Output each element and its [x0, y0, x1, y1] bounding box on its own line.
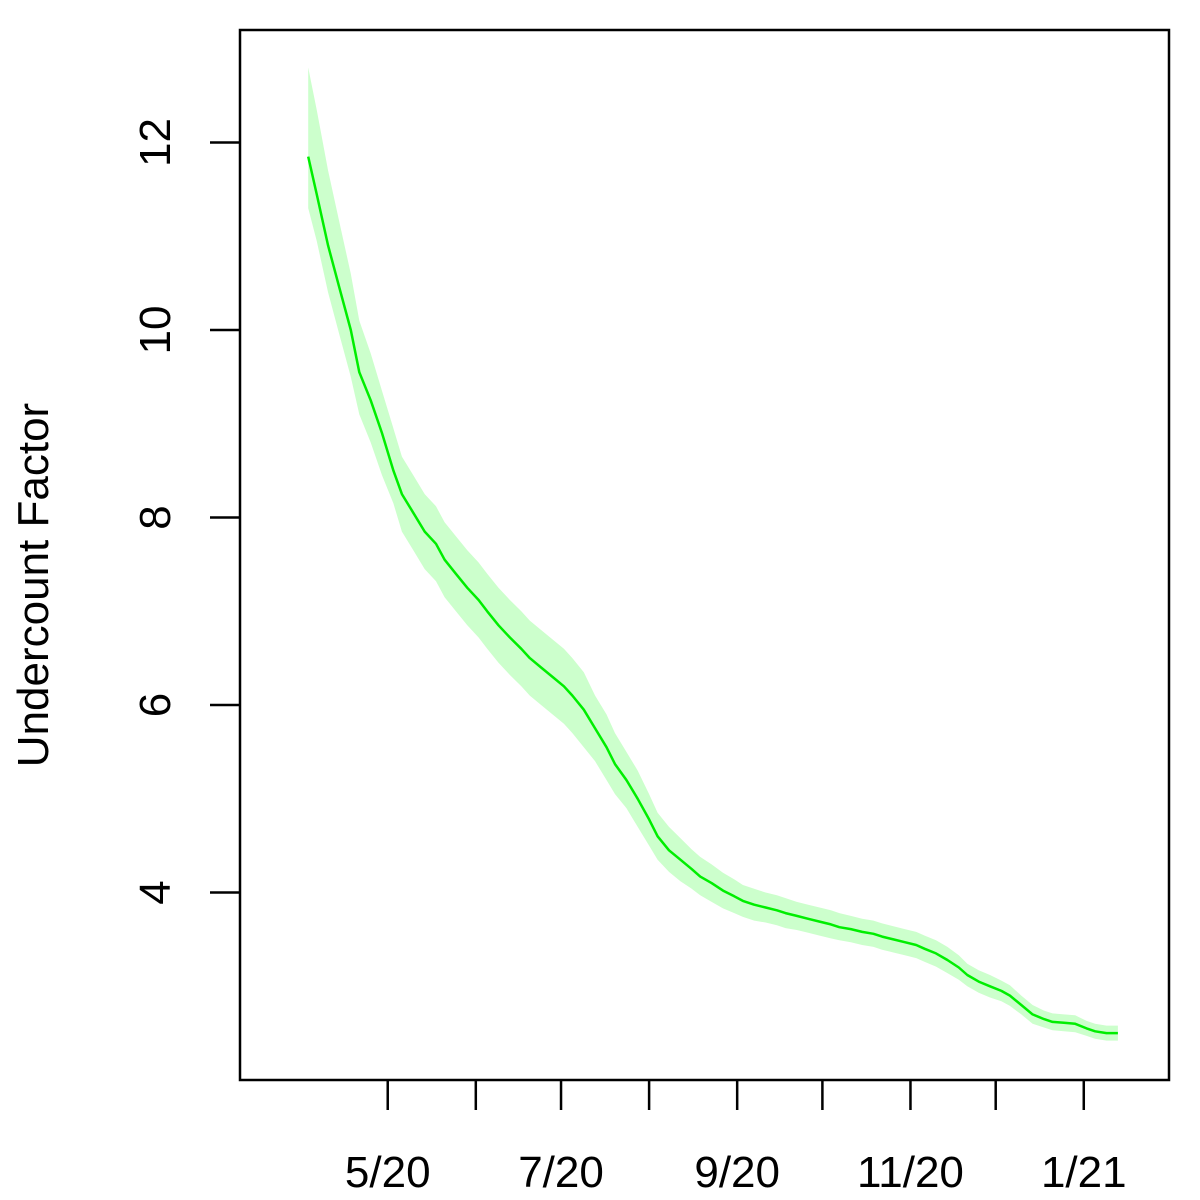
y-tick-label: 6	[131, 693, 180, 717]
plot-frame	[238, 28, 1171, 1082]
y-tick-label: 8	[131, 505, 180, 529]
x-tick-label: 11/20	[857, 1148, 964, 1197]
confidence-band-layer	[308, 67, 1118, 1041]
y-tick-label: 4	[131, 880, 180, 904]
series-line-layer	[306, 156, 1118, 1035]
confidence-band	[308, 67, 1118, 1041]
series-line	[306, 156, 1118, 1035]
y-axis: 4 6 8 10 12	[131, 118, 240, 905]
x-tick-label: 7/20	[518, 1148, 604, 1197]
x-tick-label: 5/20	[345, 1148, 431, 1197]
x-axis: 5/20 7/20 9/20 11/20 1/21	[345, 1080, 1127, 1197]
x-tick-label: 9/20	[694, 1148, 780, 1197]
x-tick-label: 1/21	[1041, 1148, 1127, 1197]
y-tick-label: 12	[131, 118, 180, 167]
y-axis-label: Undercount Factor	[9, 403, 58, 767]
y-tick-label: 10	[131, 306, 180, 355]
